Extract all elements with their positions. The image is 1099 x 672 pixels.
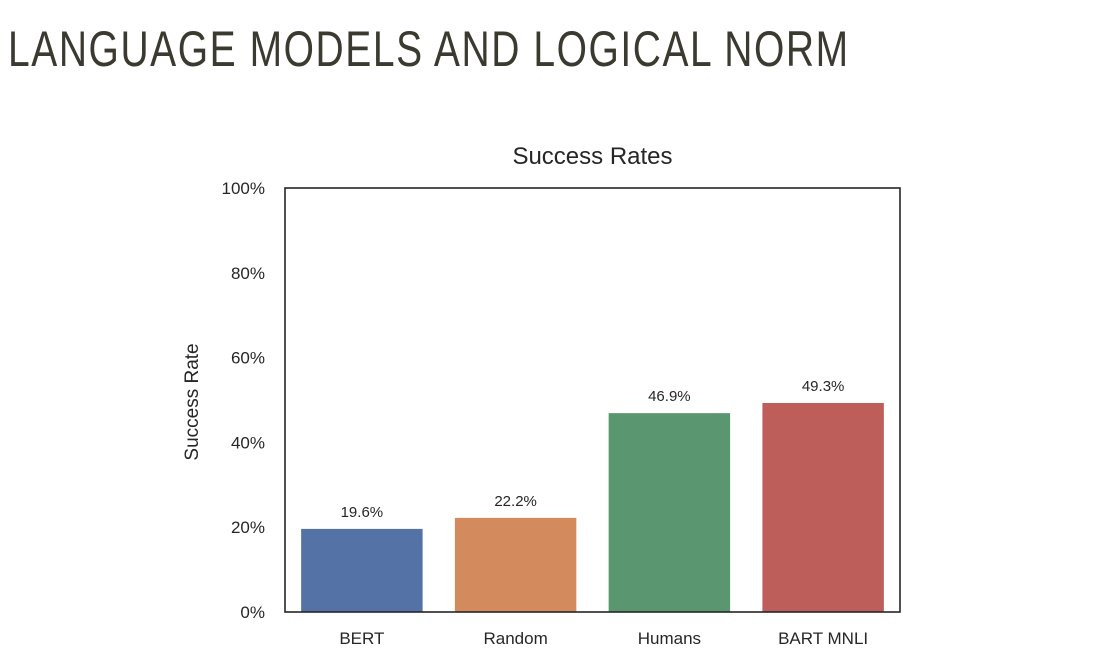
x-tick-label: BERT <box>339 629 384 648</box>
data-label: 22.2% <box>494 493 537 510</box>
x-tick-label: Random <box>483 629 547 648</box>
data-label: 19.6% <box>341 504 384 521</box>
y-tick-label: 0% <box>240 603 265 622</box>
y-tick-label: 60% <box>231 349 265 368</box>
bar-bart-mnli <box>762 402 884 612</box>
bars-group <box>301 402 884 612</box>
bar-bert <box>301 528 423 612</box>
data-label: 46.9% <box>648 388 691 405</box>
plot-frame <box>284 187 901 613</box>
bar-random <box>454 517 577 612</box>
x-tick-label: BART MNLI <box>778 629 868 648</box>
data-labels-group: 19.6% 22.2% 46.9% 49.3% <box>341 378 845 521</box>
y-axis-label: Success Rate <box>182 343 203 460</box>
bar-humans <box>608 413 731 612</box>
slide-title: LANGUAGE MODELS AND LOGICAL NORM <box>8 21 850 77</box>
y-tick-label: 80% <box>231 264 265 283</box>
y-tick-label: 40% <box>231 433 265 452</box>
x-tick-label: Humans <box>638 629 701 648</box>
y-tick-label: 20% <box>231 518 265 537</box>
y-tick-label: 100% <box>222 179 265 198</box>
y-ticks-group: 0% 20% 40% 60% 80% 100% <box>222 179 265 622</box>
chart-title: Success Rates <box>512 143 672 170</box>
data-label: 49.3% <box>802 378 845 395</box>
x-ticks-group: BERT Random Humans BART MNLI <box>339 629 868 648</box>
